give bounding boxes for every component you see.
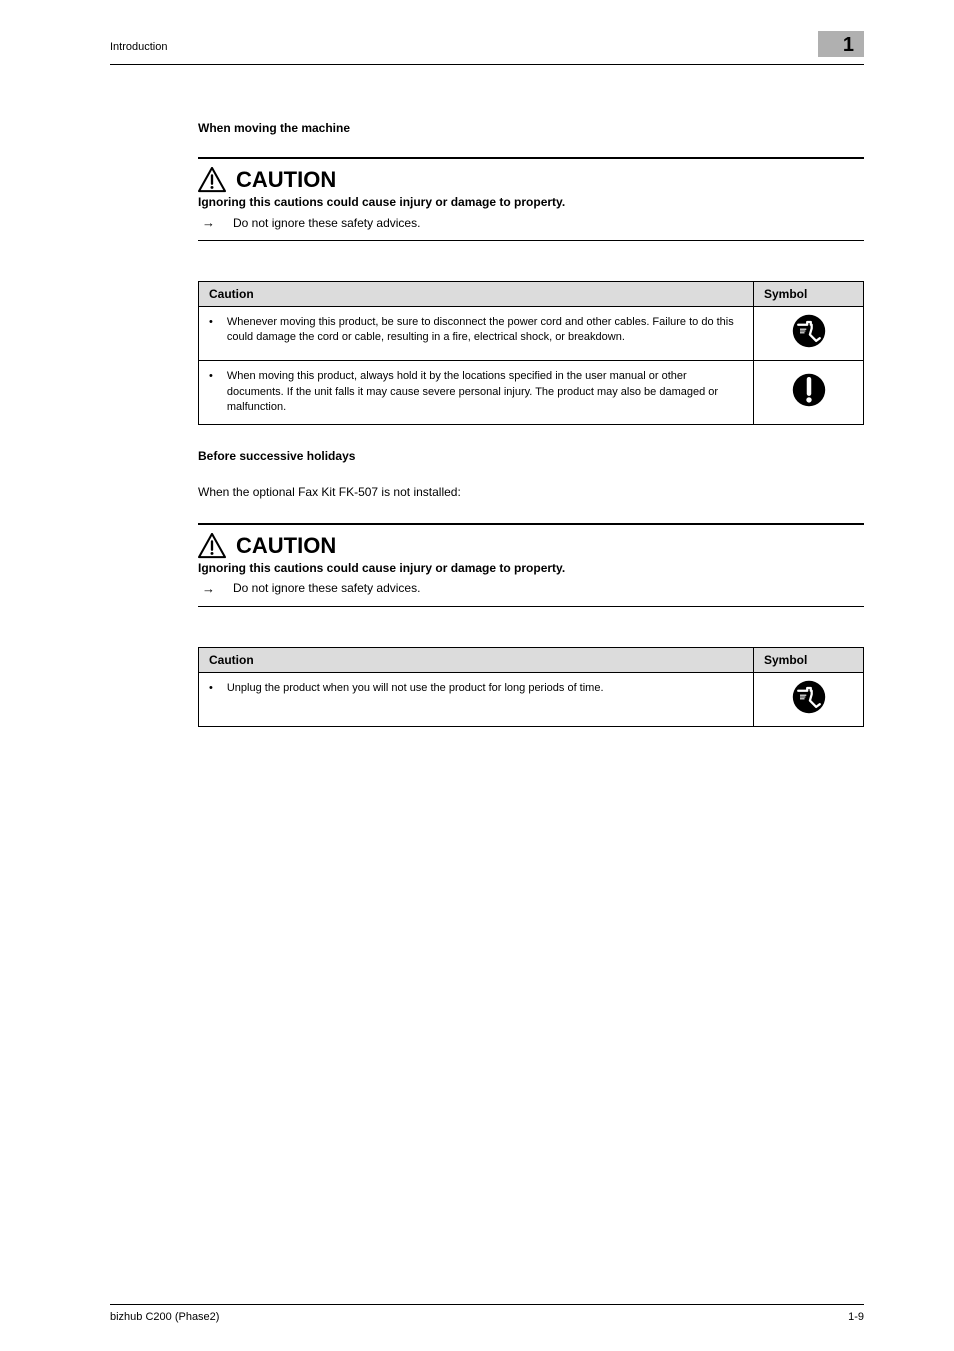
arrow-icon: →	[198, 581, 215, 596]
table-header-caution: Caution	[199, 647, 754, 672]
bullet-icon: •	[209, 681, 213, 696]
bullet-text: Whenever moving this product, be sure to…	[227, 315, 743, 346]
table-cell-text: • When moving this product, always hold …	[199, 361, 754, 424]
table-cell-symbol	[754, 361, 864, 424]
bullet-icon: •	[209, 315, 213, 330]
section-title-moving: When moving the machine	[198, 121, 864, 135]
content-area: When moving the machine CAUTION Ignoring…	[110, 121, 864, 727]
unplug-icon	[791, 340, 827, 352]
caution-subtitle-1: Ignoring this cautions could cause injur…	[198, 195, 864, 209]
caution-table-1: Caution Symbol • Whenever moving this pr…	[198, 281, 864, 425]
arrow-icon: →	[198, 215, 215, 230]
advice-text-2: Do not ignore these safety advices.	[233, 581, 420, 595]
header-title: Introduction	[110, 41, 167, 53]
table-cell-text: • Whenever moving this product, be sure …	[199, 307, 754, 361]
caution-title-2: CAUTION	[236, 533, 336, 559]
table-header-symbol: Symbol	[754, 282, 864, 307]
unplug-icon	[791, 706, 827, 718]
warning-triangle-icon	[198, 167, 226, 193]
caution-advice-2: → Do not ignore these safety advices.	[198, 575, 864, 607]
table-row: • Unplug the product when you will not u…	[199, 672, 864, 726]
section-number: 1	[818, 31, 864, 57]
page-footer: bizhub C200 (Phase2) 1-9	[110, 1304, 864, 1323]
footer-right: 1-9	[848, 1311, 864, 1323]
caution-table-2: Caution Symbol • Unplug the product when…	[198, 647, 864, 727]
bullet-text: Unplug the product when you will not use…	[227, 681, 604, 696]
table-cell-symbol	[754, 307, 864, 361]
bullet-icon: •	[209, 369, 213, 384]
advice-text-1: Do not ignore these safety advices.	[233, 216, 420, 230]
caution-subtitle-2: Ignoring this cautions could cause injur…	[198, 561, 864, 575]
table-header-symbol: Symbol	[754, 647, 864, 672]
exclamation-circle-icon	[791, 399, 827, 411]
page-header: Introduction 1	[110, 34, 864, 65]
table-cell-text: • Unplug the product when you will not u…	[199, 672, 754, 726]
caution-advice-1: → Do not ignore these safety advices.	[198, 209, 864, 241]
caution-header-1: CAUTION	[198, 157, 864, 193]
table-header-caution: Caution	[199, 282, 754, 307]
caution-header-2: CAUTION	[198, 523, 864, 559]
section-title-holidays: Before successive holidays	[198, 449, 864, 463]
bullet-text: When moving this product, always hold it…	[227, 369, 743, 415]
footer-left: bizhub C200 (Phase2)	[110, 1311, 219, 1323]
table-row: • When moving this product, always hold …	[199, 361, 864, 424]
table-cell-symbol	[754, 672, 864, 726]
warning-triangle-icon	[198, 533, 226, 559]
table-row: • Whenever moving this product, be sure …	[199, 307, 864, 361]
section-description-holidays: When the optional Fax Kit FK-507 is not …	[198, 485, 864, 499]
caution-title-1: CAUTION	[236, 167, 336, 193]
